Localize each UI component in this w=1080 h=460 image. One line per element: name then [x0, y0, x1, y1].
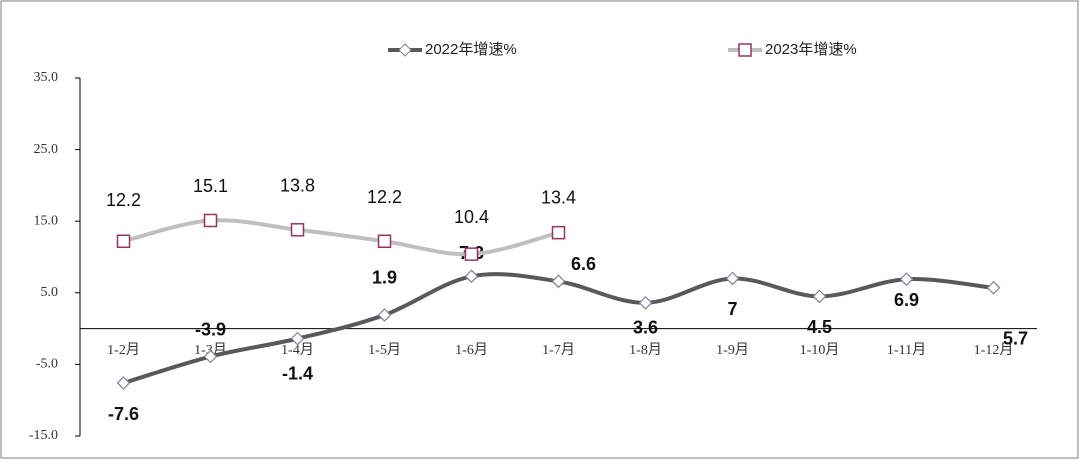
point-marker — [464, 269, 479, 284]
point-marker — [116, 376, 131, 390]
data-label: -7.6 — [108, 404, 139, 424]
x-tick-label: 1-2月 — [107, 342, 140, 358]
x-tick-label: 1-7月 — [542, 342, 575, 358]
point-marker — [551, 274, 566, 289]
legend-marker — [398, 43, 412, 57]
data-label: 15.1 — [193, 176, 228, 196]
y-tick-label: 15.0 — [34, 213, 59, 228]
y-tick-label: 5.0 — [41, 285, 59, 300]
y-tick-label: 25.0 — [34, 142, 59, 157]
data-label: 10.4 — [454, 207, 489, 227]
data-label: 4.5 — [807, 317, 832, 337]
x-tick-label: 1-11月 — [887, 342, 926, 358]
x-tick-label: 1-9月 — [716, 342, 749, 358]
legend-label: 2023年增速% — [765, 41, 857, 58]
point-marker — [986, 280, 1001, 295]
point-marker — [551, 225, 566, 240]
data-label: 3.6 — [633, 318, 658, 338]
legend-marker — [738, 43, 752, 57]
point-marker — [377, 308, 392, 322]
point-marker — [116, 234, 131, 248]
point-marker — [290, 331, 305, 346]
point-marker — [899, 272, 914, 287]
data-label: 5.7 — [1003, 329, 1028, 349]
data-label: 13.8 — [280, 176, 315, 196]
data-label: 12.2 — [367, 187, 402, 207]
x-tick-label: 1-4月 — [281, 342, 314, 358]
point-marker — [377, 234, 392, 248]
y-tick-label: -15.0 — [29, 428, 58, 443]
data-label: 6.6 — [571, 254, 596, 274]
x-tick-label: 1-6月 — [455, 342, 488, 358]
data-label: 12.2 — [106, 190, 141, 210]
point-marker — [290, 223, 305, 237]
point-marker — [725, 271, 740, 286]
x-tick-label: 1-8月 — [629, 342, 662, 358]
x-tick-label: 1-10月 — [800, 342, 840, 358]
data-label: -3.9 — [195, 319, 226, 339]
x-tick-label: 1-5月 — [368, 342, 401, 358]
point-marker — [203, 349, 218, 364]
data-label: 13.4 — [541, 187, 576, 207]
point-marker — [638, 295, 653, 310]
legend-label: 2022年增速% — [425, 41, 517, 58]
point-marker — [812, 289, 827, 304]
y-tick-label: -5.0 — [36, 357, 58, 372]
data-label: -1.4 — [282, 363, 313, 383]
x-tick-label: 1-12月 — [974, 342, 1014, 358]
point-marker — [464, 247, 479, 261]
y-tick-label: 35.0 — [34, 70, 59, 85]
data-label: 1.9 — [372, 268, 397, 288]
series-line — [123, 218, 559, 257]
data-label: 7 — [727, 299, 737, 319]
point-marker — [203, 213, 218, 228]
data-label: 6.9 — [894, 290, 919, 310]
